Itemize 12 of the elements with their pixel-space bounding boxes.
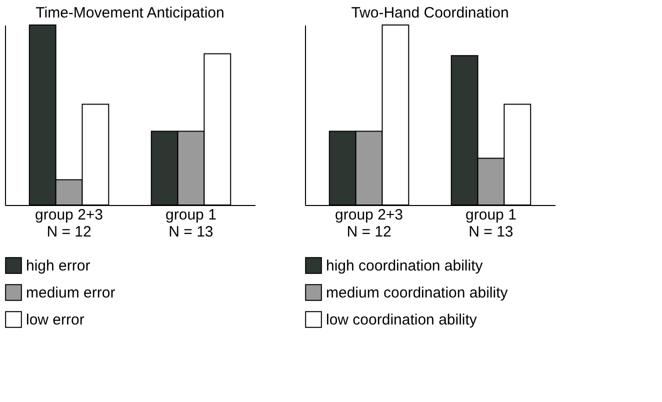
legend-label: medium error (26, 284, 116, 302)
legend-label: high coordination ability (326, 258, 484, 274)
chart-title: Two-Hand Coordination (351, 4, 509, 22)
legend-label: low coordination ability (326, 312, 478, 328)
x-tick-label: group 2+3 N = 12 (335, 206, 404, 240)
chart-title: Time-Movement Anticipation (36, 4, 224, 22)
legend-label: low error (26, 312, 84, 328)
x-tick-label: group 1 N = 13 (166, 206, 216, 240)
legend-label: medium coordination ability (326, 284, 508, 302)
x-tick-label: group 1 N = 13 (466, 206, 516, 240)
x-tick-label: group 2+3 N = 12 (35, 206, 104, 240)
legend-label: high error (26, 258, 90, 274)
